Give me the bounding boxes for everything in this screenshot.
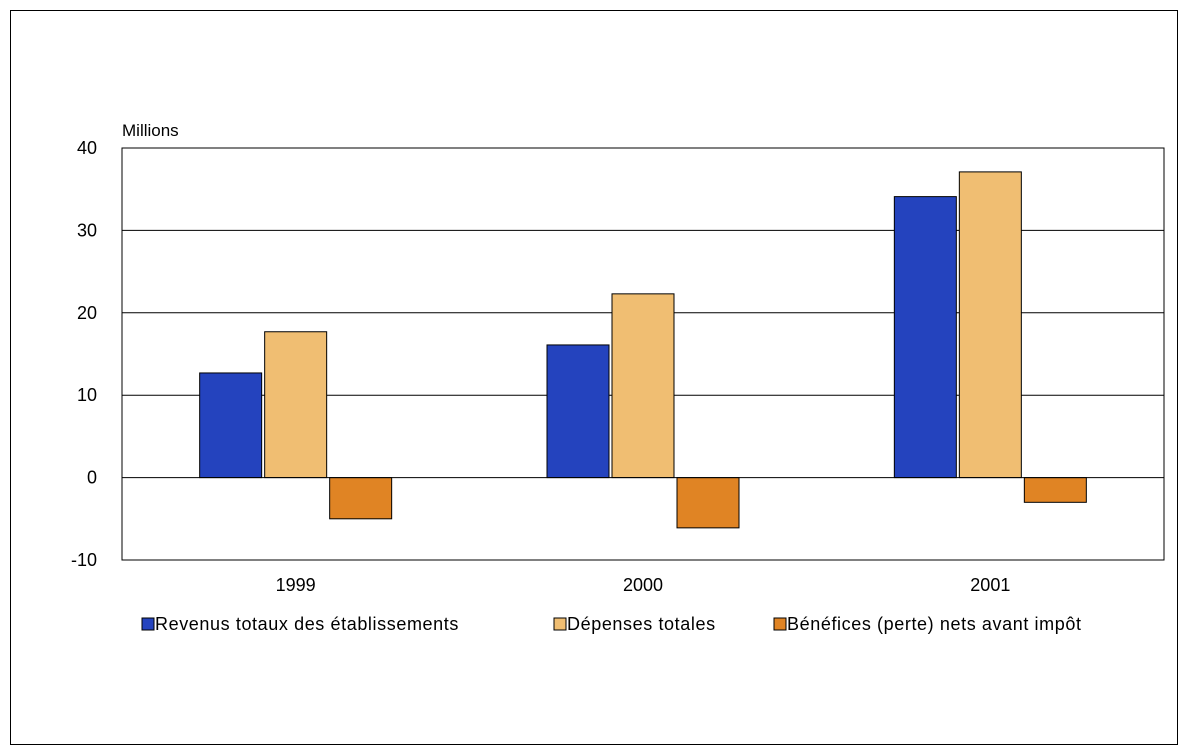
- bar: [546, 344, 610, 479]
- y-tick-label: 30: [77, 220, 97, 240]
- legend-swatch: [773, 617, 787, 631]
- y-axis-ticks: -10 0 10 20 30 40: [71, 138, 97, 570]
- legend-label: Bénéfices (perte) nets avant impôt: [787, 614, 1082, 634]
- bar: [958, 171, 1022, 479]
- legend: Revenus totaux des établissements Dépense…: [141, 614, 1082, 634]
- plot-area-border: [121, 147, 1165, 561]
- x-tick-label: 1999: [276, 575, 316, 595]
- y-tick-label: 40: [77, 138, 97, 158]
- legend-label: Revenus totaux des établissements: [155, 614, 459, 634]
- bar: [676, 477, 740, 529]
- y-tick-label: 20: [77, 303, 97, 323]
- bar: [611, 293, 675, 479]
- y-tick-label: 10: [77, 385, 97, 405]
- x-tick-label: 2000: [623, 575, 663, 595]
- legend-label: Dépenses totales: [567, 614, 716, 634]
- bars: [199, 171, 1087, 529]
- bar: [1023, 477, 1087, 503]
- y-tick-label: 0: [87, 468, 97, 488]
- bar: [329, 477, 393, 520]
- legend-swatch: [553, 617, 567, 631]
- bar: [199, 372, 263, 479]
- bar: [893, 196, 957, 479]
- legend-swatch: [141, 617, 155, 631]
- y-axis-label: Millions: [122, 121, 179, 140]
- x-axis-ticks: 1999 2000 2001: [276, 575, 1011, 595]
- x-tick-label: 2001: [970, 575, 1010, 595]
- y-tick-label: -10: [71, 550, 97, 570]
- bar: [264, 331, 328, 479]
